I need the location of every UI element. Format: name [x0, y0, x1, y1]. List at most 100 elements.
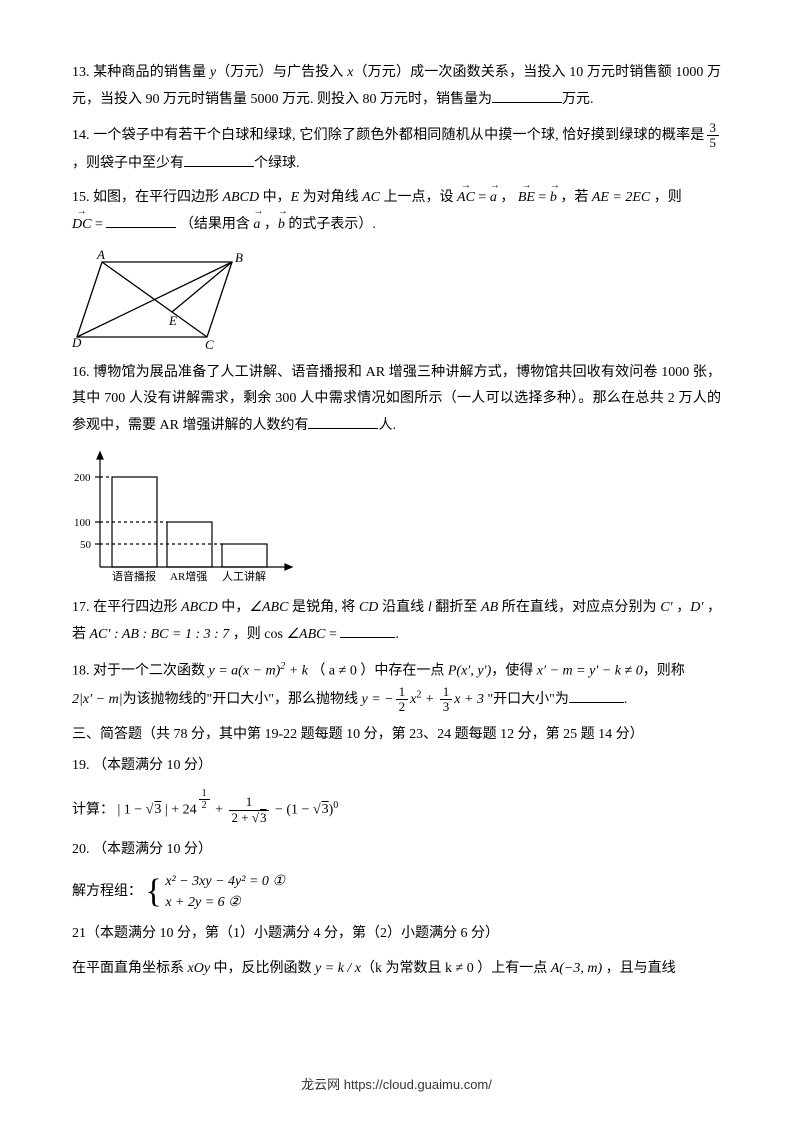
- q15-eqb: =: [535, 190, 550, 205]
- q18-num: 18.: [72, 663, 90, 678]
- q17-ab: AB: [481, 600, 498, 615]
- q15-label-e: E: [168, 313, 177, 328]
- q18-eq2a: y = −: [362, 692, 394, 707]
- q19-s3b: 3: [321, 802, 329, 817]
- q16-yt-50: 50: [80, 539, 92, 551]
- q18-eq1b: + k: [285, 663, 308, 678]
- q18-f1: 12: [396, 685, 409, 715]
- q20-l1: x² − 3xy − 4y² = 0 ①: [165, 874, 285, 889]
- q18-pargs: (x′, y′): [456, 663, 491, 678]
- q17-ta: 在平行四边形: [93, 600, 181, 615]
- question-19: 19. （本题满分 10 分）: [72, 753, 721, 780]
- q15-vac: AC: [457, 185, 475, 212]
- q18-f2: 13: [440, 685, 453, 715]
- q16-blank: [308, 415, 378, 429]
- q19-num: 19.: [72, 758, 90, 773]
- q16-text-a: 博物馆为展品准备了人工讲解、语音播报和 AR 增强三种讲解方式，博物馆共回收有效…: [72, 365, 721, 433]
- q16-yt-100: 100: [74, 517, 91, 529]
- q21-eq: y = k / x: [315, 961, 361, 976]
- q15-e: E: [291, 190, 300, 205]
- q21-cond: （k 为常数且 k ≠ 0 ）: [361, 961, 491, 976]
- q19-fnum: 1: [229, 795, 270, 810]
- q16-yt-200: 200: [74, 472, 91, 484]
- q18-tf: "开口大小"为: [484, 692, 569, 707]
- q18-2: 2: [72, 692, 79, 707]
- q13-text-d: 万元.: [562, 92, 594, 107]
- q20-sysbody: x² − 3xy − 4y² = 0 ① x + 2y = 6 ②: [165, 871, 285, 913]
- q13-text-a: 某种商品的销售量: [93, 65, 210, 80]
- question-21-body: 在平面直角坐标系 xOy 中，反比例函数 y = k / x（k 为常数且 k …: [72, 956, 721, 983]
- q20-pts: （本题满分 10 分）: [93, 842, 212, 857]
- q15-eqc: =: [91, 217, 106, 232]
- q15-ae2ec: AE = 2EC: [592, 190, 650, 205]
- q20-label: 解方程组：: [72, 884, 142, 899]
- q18-abs: x′ − m: [79, 692, 123, 707]
- q13-text-b: （万元）与广告投入: [216, 65, 347, 80]
- q15-text-d: 上一点，设: [380, 190, 457, 205]
- q15-blank: [106, 214, 176, 228]
- q15-svg: A B C D E: [72, 247, 252, 352]
- q17-num: 17.: [72, 600, 90, 615]
- q16-xl-0: 语音播报: [112, 569, 156, 583]
- question-14: 14. 一个袋子中有若干个白球和绿球, 它们除了颜色外都相同随机从中摸一个球, …: [72, 121, 721, 177]
- q17-abcd: ABCD: [181, 600, 218, 615]
- question-17: 17. 在平行四边形 ABCD 中，∠ABC 是锐角, 将 CD 沿直线 l 翻…: [72, 595, 721, 648]
- q18-te: 为该抛物线的"开口大小"，那么抛物线: [123, 692, 362, 707]
- q19-label: 计算：: [72, 802, 114, 817]
- q19-bigfrac: 12 + √3: [229, 795, 270, 825]
- q17-cp: C′: [660, 600, 672, 615]
- q19-fdens: 3: [259, 810, 267, 825]
- q19-expd: 2: [199, 800, 210, 811]
- q16-xl-1: AR增强: [170, 569, 207, 583]
- q15-label-b: B: [235, 250, 243, 265]
- q18-eq2d: x + 3: [454, 692, 484, 707]
- q15-label-a: A: [96, 247, 105, 262]
- q20-body: 解方程组： { x² − 3xy − 4y² = 0 ① x + 2y = 6 …: [72, 871, 721, 913]
- q14-text-a: 一个袋子中有若干个白球和绿球, 它们除了颜色外都相同随机从中摸一个球, 恰好摸到…: [93, 128, 704, 143]
- q15-label-c: C: [205, 337, 214, 352]
- question-21-head: 21（本题满分 10 分，第（1）小题满分 4 分，第（2）小题满分 6 分）: [72, 921, 721, 948]
- q13-num: 13.: [72, 65, 90, 80]
- q19-body: 计算： | 1 − √3 | + 2412 + 12 + √3 − (1 − √…: [72, 788, 721, 829]
- q15-hint-a: （结果用含: [180, 217, 254, 232]
- q21-ta: 在平面直角坐标系: [72, 961, 188, 976]
- question-16: 16. 博物馆为展品准备了人工讲解、语音播报和 AR 增强三种讲解方式，博物馆共…: [72, 360, 721, 440]
- q21-pts: （本题满分 10 分，第（1）小题满分 4 分，第（2）小题满分 6 分）: [86, 926, 499, 941]
- q15-ac: AC: [362, 190, 380, 205]
- q19-fden: 2 + √3: [229, 811, 270, 825]
- q16-xl-2: 人工讲解: [222, 569, 266, 583]
- q18-f2d: 3: [440, 700, 453, 714]
- q21-xoy: xOy: [188, 961, 211, 976]
- q18-f1d: 2: [396, 700, 409, 714]
- q17-angle: ∠ABC: [249, 600, 288, 615]
- q15-va: a: [490, 185, 497, 212]
- q14-frac: 35: [707, 121, 720, 151]
- q18-cond: （ a ≠ 0 ）: [311, 663, 374, 678]
- q20-system: { x² − 3xy − 4y² = 0 ① x + 2y = 6 ②: [146, 871, 285, 913]
- q17-period: .: [395, 627, 399, 642]
- q17-te: 翻折至: [432, 600, 481, 615]
- q15-vbe: BE: [518, 185, 535, 212]
- q14-text-c: 个绿球.: [254, 156, 300, 171]
- q15-hvb: b: [278, 212, 285, 239]
- q19-t1: | 1 −: [118, 802, 146, 817]
- q18-f2n: 1: [440, 685, 453, 700]
- q21-td: ，且与直线: [602, 961, 676, 976]
- q17-angle2: ∠ABC: [286, 627, 325, 642]
- q21-tc: 上有一点: [491, 961, 551, 976]
- q19-t4: − (1 −: [271, 802, 312, 817]
- q18-cond2: x′ − m = y′ − k ≠ 0: [537, 663, 643, 678]
- q15-figure: A B C D E: [72, 247, 721, 352]
- page-footer: 龙云网 https://cloud.guaimu.com/: [0, 1073, 793, 1098]
- q16-chart: 200 100 50 语音播报 AR增强 人工讲解: [72, 447, 721, 587]
- q15-c2: ，若: [557, 190, 592, 205]
- q16-num: 16.: [72, 365, 90, 380]
- q15-text-a: 如图，在平行四边形: [93, 190, 223, 205]
- q16-chart-svg: 200 100 50 语音播报 AR增强 人工讲解: [72, 447, 302, 587]
- q19-pts: （本题满分 10 分）: [93, 758, 212, 773]
- q15-label-d: D: [72, 335, 82, 350]
- q19-fdena: 2 +: [232, 810, 252, 825]
- q18-tb: 中存在一点: [374, 663, 448, 678]
- q18-eq1a: y = a(x − m): [209, 663, 281, 678]
- q13-blank: [492, 89, 562, 103]
